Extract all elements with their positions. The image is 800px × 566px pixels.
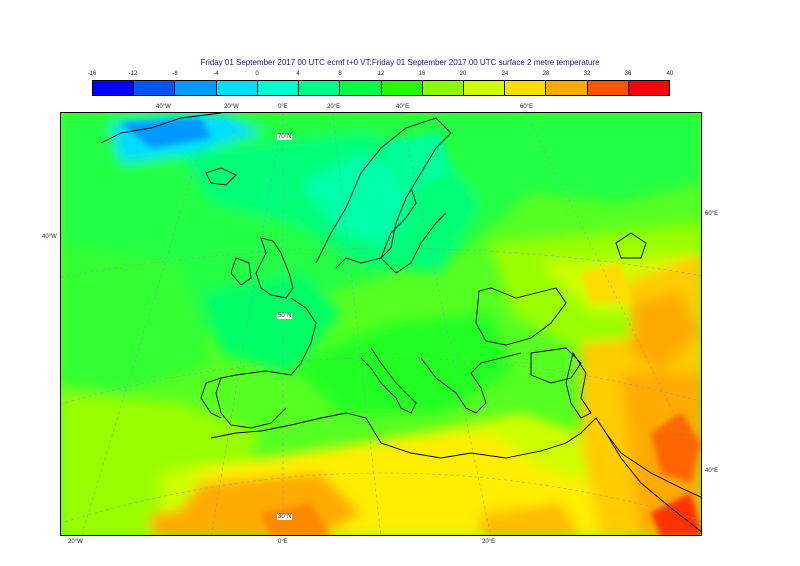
lat-label-left: 40°W bbox=[42, 234, 57, 240]
legend-tick: 32 bbox=[583, 71, 591, 77]
legend-tick: 16 bbox=[418, 71, 426, 77]
coastlines bbox=[100, 113, 701, 533]
legend-bin bbox=[134, 81, 176, 95]
lon-label-top: 20°W bbox=[224, 104, 239, 110]
legend-tick: 24 bbox=[501, 71, 509, 77]
lon-label-bottom: 20°E bbox=[482, 539, 496, 545]
legend-tick: -8 bbox=[172, 71, 178, 77]
legend-tick: 0 bbox=[255, 71, 259, 77]
chart-title: Friday 01 September 2017 00 UTC ecmf t+0… bbox=[200, 58, 600, 67]
lon-label-top: 20°E bbox=[327, 104, 341, 110]
legend-tick: -12 bbox=[128, 71, 138, 77]
legend-bin bbox=[587, 81, 629, 95]
legend-bin bbox=[257, 81, 300, 95]
legend-tick: -16 bbox=[87, 71, 97, 77]
legend-tick: 28 bbox=[542, 71, 550, 77]
legend-tick: 12 bbox=[377, 71, 385, 77]
legend-tick: 40 bbox=[666, 71, 674, 77]
legend-bin bbox=[505, 81, 547, 95]
temperature-map: 70°N 50°N 30°N bbox=[60, 112, 702, 536]
temp-hotspots bbox=[121, 118, 701, 535]
lat-label-right: 60°E bbox=[705, 211, 719, 217]
lat-label-inner: 30°N bbox=[277, 514, 293, 520]
legend-bin bbox=[422, 81, 464, 95]
legend-bin bbox=[216, 81, 258, 95]
legend-bin bbox=[299, 81, 341, 95]
legend-tick: -4 bbox=[213, 71, 219, 77]
lon-label-top: 40°E bbox=[396, 104, 410, 110]
legend-bin bbox=[340, 81, 382, 95]
legend-bin bbox=[381, 81, 423, 95]
legend-bin bbox=[175, 81, 217, 95]
lon-label-top: 0°E bbox=[278, 104, 288, 110]
legend-tick: 8 bbox=[338, 71, 342, 77]
lat-label-inner: 50°N bbox=[277, 313, 293, 319]
legend-bin bbox=[463, 81, 506, 95]
legend-bin bbox=[628, 81, 670, 95]
lat-label-right: 40°E bbox=[705, 468, 719, 474]
temperature-legend bbox=[92, 80, 670, 96]
lon-label-top: 60°E bbox=[520, 104, 534, 110]
lon-label-bottom: 20°W bbox=[68, 539, 83, 545]
lat-label-inner: 70°N bbox=[277, 134, 293, 140]
legend-tick: 36 bbox=[624, 71, 632, 77]
lon-label-top: 40°W bbox=[156, 104, 171, 110]
legend-bin bbox=[93, 81, 135, 95]
graticule bbox=[61, 113, 701, 535]
legend-bin bbox=[546, 81, 588, 95]
map-canvas bbox=[61, 113, 701, 535]
legend-tick: 4 bbox=[296, 71, 300, 77]
legend-tick: 20 bbox=[459, 71, 467, 77]
lon-label-bottom: 0°E bbox=[278, 539, 288, 545]
